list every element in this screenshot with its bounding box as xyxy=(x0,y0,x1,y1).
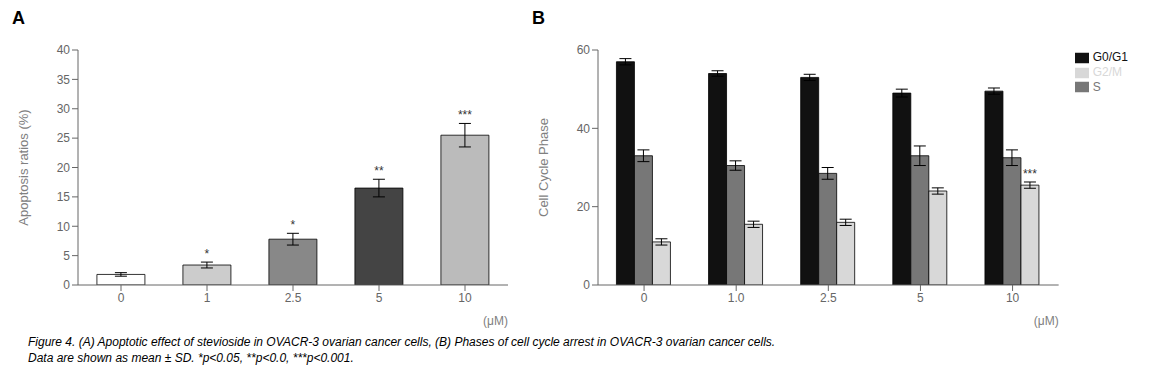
svg-text:20: 20 xyxy=(577,200,591,214)
svg-text:5: 5 xyxy=(63,249,70,263)
svg-text:0: 0 xyxy=(583,278,590,292)
svg-text:10: 10 xyxy=(57,220,71,234)
svg-text:Cell Cycle Phase: Cell Cycle Phase xyxy=(536,118,551,217)
svg-text:5: 5 xyxy=(376,291,383,305)
svg-text:**: ** xyxy=(374,164,384,178)
svg-text:***: *** xyxy=(458,108,472,122)
svg-text:20: 20 xyxy=(57,161,71,175)
svg-text:10: 10 xyxy=(1006,291,1020,305)
svg-text:*: * xyxy=(291,218,296,232)
html-text:Data are shown as mean ± SD. *: Data are shown as mean ± SD. *p<0.05, **… xyxy=(28,351,354,365)
svg-text:0: 0 xyxy=(118,291,125,305)
svg-text:1.0: 1.0 xyxy=(728,291,745,305)
html-text:G2/M: G2/M xyxy=(1092,64,1122,79)
html-text:B: B xyxy=(532,8,545,28)
svg-text:1: 1 xyxy=(204,291,211,305)
html-text:A: A xyxy=(12,8,25,28)
html-text:Figure 4. (A) Apoptotic effect: Figure 4. (A) Apoptotic effect of stevio… xyxy=(28,335,776,349)
svg-text:*: * xyxy=(205,247,210,261)
svg-text:10: 10 xyxy=(458,291,472,305)
svg-text:15: 15 xyxy=(57,190,71,204)
html-text:G0/G1: G0/G1 xyxy=(1092,50,1128,64)
html-text:S: S xyxy=(1092,79,1101,94)
svg-text:0: 0 xyxy=(63,278,70,292)
svg-text:40: 40 xyxy=(57,43,71,57)
svg-text:2.5: 2.5 xyxy=(285,291,302,305)
svg-text:35: 35 xyxy=(57,73,71,87)
svg-text:0: 0 xyxy=(641,291,648,305)
svg-text:(μM): (μM) xyxy=(1034,314,1059,328)
svg-text:60: 60 xyxy=(577,43,591,57)
svg-text:***: *** xyxy=(1023,167,1037,181)
svg-text:25: 25 xyxy=(57,131,71,145)
svg-text:30: 30 xyxy=(57,102,71,116)
svg-text:2.5: 2.5 xyxy=(820,291,837,305)
svg-text:Apoptosis ratios (%): Apoptosis ratios (%) xyxy=(16,109,31,225)
svg-text:5: 5 xyxy=(917,291,924,305)
svg-text:40: 40 xyxy=(577,122,591,136)
svg-text:(μM): (μM) xyxy=(483,314,508,328)
